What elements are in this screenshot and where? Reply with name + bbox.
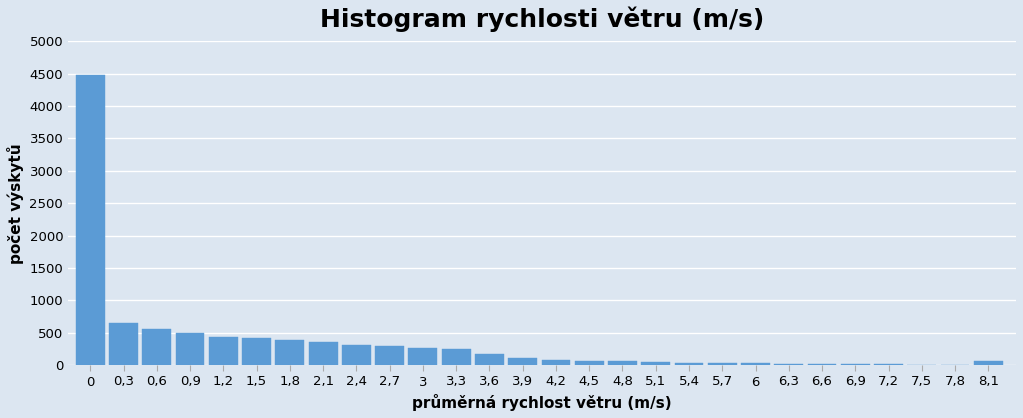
Bar xyxy=(209,337,237,365)
Bar xyxy=(874,364,903,365)
Bar xyxy=(974,361,1003,365)
Bar xyxy=(508,358,537,365)
Bar xyxy=(708,363,737,365)
Bar xyxy=(674,363,704,365)
Y-axis label: počet výskytů: počet výskytů xyxy=(7,143,24,263)
X-axis label: průměrná rychlost větru (m/s): průměrná rychlost větru (m/s) xyxy=(412,394,672,411)
Title: Histogram rychlosti větru (m/s): Histogram rychlosti větru (m/s) xyxy=(320,7,764,33)
Bar xyxy=(375,346,404,365)
Bar xyxy=(774,364,803,365)
Bar xyxy=(541,360,571,365)
Bar xyxy=(475,354,504,365)
Bar xyxy=(575,361,604,365)
Bar xyxy=(309,342,338,365)
Bar xyxy=(76,75,104,365)
Bar xyxy=(641,362,670,365)
Bar xyxy=(442,349,471,365)
Bar xyxy=(109,323,138,365)
Bar xyxy=(608,361,637,365)
Bar xyxy=(275,341,304,365)
Bar xyxy=(907,364,936,365)
Bar xyxy=(408,348,437,365)
Bar xyxy=(941,364,970,365)
Bar xyxy=(242,338,271,365)
Bar xyxy=(142,329,171,365)
Bar xyxy=(176,334,205,365)
Bar xyxy=(342,345,370,365)
Bar xyxy=(741,364,770,365)
Bar xyxy=(841,364,870,365)
Bar xyxy=(807,364,837,365)
